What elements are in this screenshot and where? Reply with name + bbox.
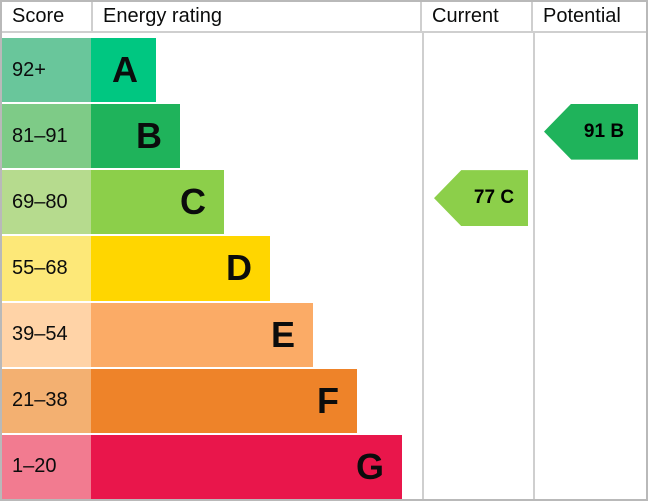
rating-letter: G — [355, 445, 384, 487]
current-marker-label: 77 C — [473, 187, 515, 209]
score-range-label: 55–68 — [2, 236, 91, 301]
score-range-label: 69–80 — [2, 170, 91, 235]
potential-column: 91 B — [533, 33, 646, 499]
band-row-b: 81–91 B — [2, 103, 422, 169]
band-row-f: 21–38 F — [2, 368, 422, 434]
header-current: Current — [422, 2, 533, 31]
band-row-c: 69–80 C — [2, 169, 422, 235]
rating-letter: F — [317, 379, 339, 421]
band-row-e: 39–54 E — [2, 302, 422, 368]
score-range-label: 1–20 — [2, 434, 91, 499]
band-row-a: 92+ A — [2, 33, 422, 103]
rating-letter: C — [180, 181, 206, 223]
rating-letter: D — [226, 247, 252, 289]
score-range-label: 21–38 — [2, 368, 91, 433]
bands: 92+ A 81–91 B 69–80 C 55–68 D 39–54 E 21… — [2, 33, 422, 499]
current-column: 77 C — [422, 33, 533, 499]
current-marker: 77 C — [434, 170, 528, 227]
rating-bar-f: F — [91, 368, 357, 433]
header-score: Score — [2, 2, 93, 31]
rating-letter: A — [112, 49, 138, 91]
rating-bar-b: B — [91, 104, 180, 169]
header-energy-rating: Energy rating — [93, 2, 422, 31]
rating-bar-c: C — [91, 170, 224, 235]
score-range-label: 39–54 — [2, 302, 91, 367]
rating-letter: B — [136, 115, 162, 157]
rating-letter: E — [270, 313, 295, 355]
potential-marker: 91 B — [544, 103, 638, 160]
rating-bar-d: D — [91, 236, 270, 301]
rating-bar-e: E — [91, 302, 313, 367]
chart-body: 92+ A 81–91 B 69–80 C 55–68 D 39–54 E 21… — [2, 33, 646, 499]
rating-bar-a: A — [91, 38, 156, 103]
score-range-label: 81–91 — [2, 104, 91, 169]
band-row-d: 55–68 D — [2, 235, 422, 301]
potential-marker-label: 91 B — [583, 120, 625, 142]
band-row-g: 1–20 G — [2, 434, 422, 499]
header-row: Score Energy rating Current Potential — [2, 2, 646, 33]
rating-bar-g: G — [91, 434, 402, 499]
score-range-label: 92+ — [2, 38, 91, 103]
header-potential: Potential — [543, 5, 621, 27]
